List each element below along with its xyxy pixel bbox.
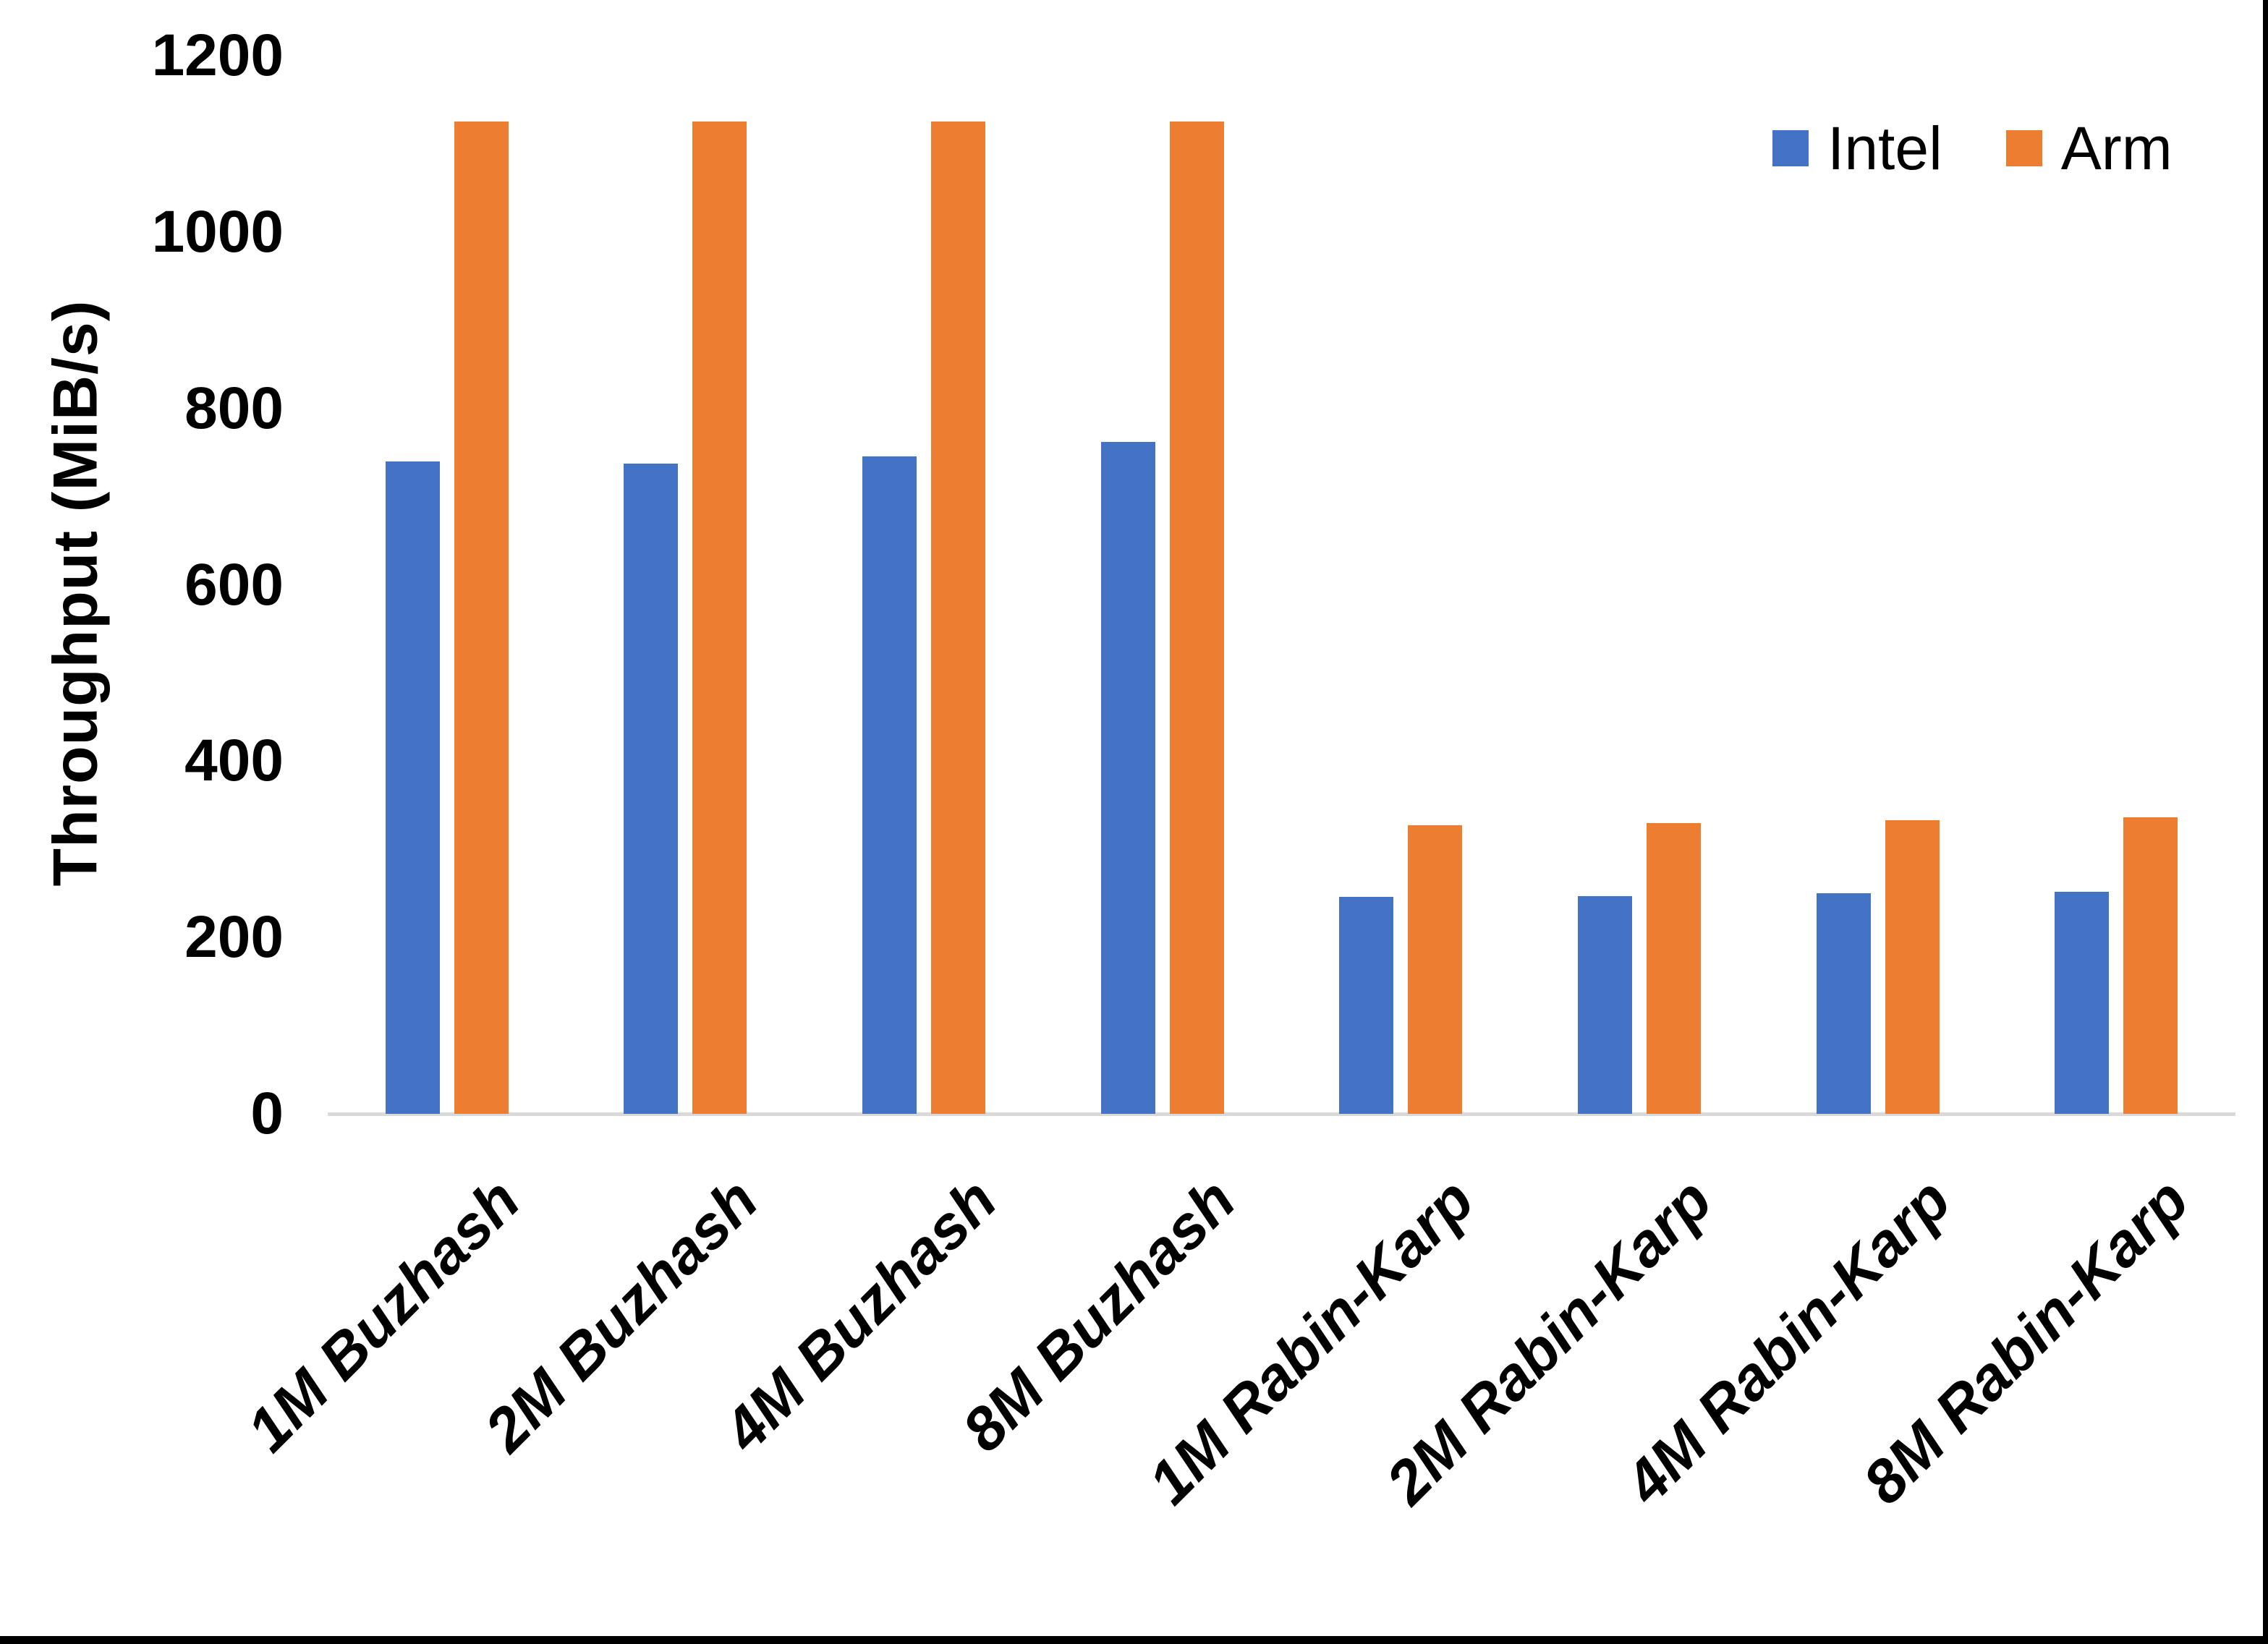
arm-bar-2m-buzhash bbox=[692, 122, 747, 1114]
legend: Intel Arm bbox=[1772, 118, 2173, 179]
y-tick-label-200: 200 bbox=[184, 904, 284, 971]
intel-bar-1m-rabin-karp bbox=[1339, 897, 1393, 1114]
window-border-bottom bbox=[0, 1636, 2268, 1644]
arm-bar-2m-rabin-karp bbox=[1647, 823, 1701, 1114]
legend-label-intel: Intel bbox=[1827, 114, 1942, 182]
intel-bar-8m-buzhash bbox=[1101, 442, 1155, 1114]
arm-bar-8m-buzhash bbox=[1170, 122, 1224, 1114]
legend-item-intel: Intel bbox=[1772, 118, 1942, 179]
y-tick-label-400: 400 bbox=[184, 728, 284, 794]
intel-bar-2m-rabin-karp bbox=[1578, 896, 1632, 1114]
arm-bar-1m-buzhash bbox=[454, 122, 509, 1114]
y-tick-label-800: 800 bbox=[184, 375, 284, 441]
legend-label-arm: Arm bbox=[2060, 114, 2173, 182]
window-border-right bbox=[2263, 0, 2268, 1644]
intel-bar-1m-buzhash bbox=[386, 461, 440, 1114]
arm-bar-4m-rabin-karp bbox=[1885, 820, 1940, 1114]
arm-bar-1m-rabin-karp bbox=[1408, 825, 1462, 1114]
legend-item-arm: Arm bbox=[2005, 114, 2173, 182]
intel-legend-swatch-icon bbox=[1772, 130, 1809, 166]
intel-bar-4m-buzhash bbox=[862, 456, 917, 1114]
arm-bar-8m-rabin-karp bbox=[2123, 817, 2178, 1114]
y-tick-label-1000: 1000 bbox=[151, 198, 284, 265]
y-tick-label-1200: 1200 bbox=[151, 22, 284, 88]
arm-bar-4m-buzhash bbox=[931, 122, 985, 1114]
intel-bar-4m-rabin-karp bbox=[1817, 893, 1871, 1114]
arm-legend-swatch-icon bbox=[2005, 130, 2042, 166]
y-tick-label-600: 600 bbox=[184, 551, 284, 618]
x-axis-line bbox=[328, 1112, 2235, 1116]
intel-bar-2m-buzhash bbox=[624, 464, 678, 1114]
y-tick-label-0: 0 bbox=[250, 1081, 284, 1146]
intel-bar-8m-rabin-karp bbox=[2055, 892, 2109, 1114]
